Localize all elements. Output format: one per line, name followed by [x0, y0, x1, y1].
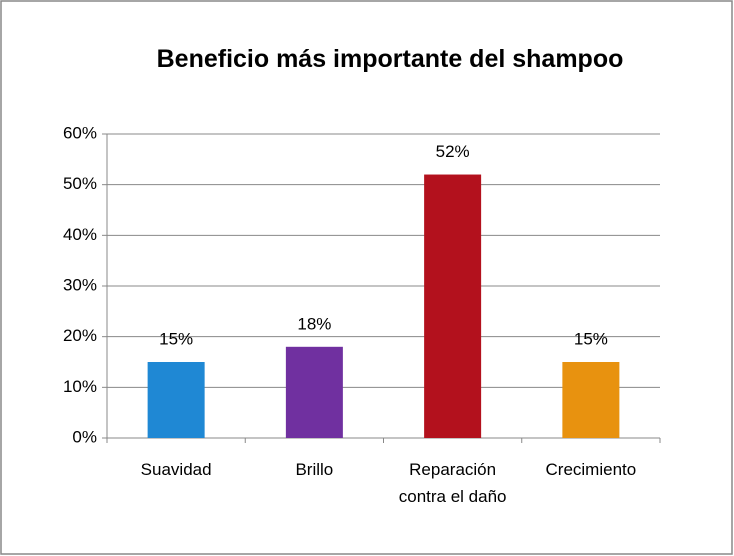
y-tick-label: 50% [63, 174, 97, 193]
bar [285, 346, 343, 438]
y-tick-label: 30% [63, 275, 97, 294]
data-label: 18% [297, 314, 331, 333]
x-tick-label: Reparación contra el daño [398, 460, 507, 506]
x-tick-label: Crecimiento [545, 460, 637, 479]
bar [147, 362, 205, 438]
chart-title: Beneficio más importante del shampoo [156, 45, 624, 73]
x-tick-label: Brillo [295, 460, 334, 479]
y-tick-label: 40% [63, 225, 97, 244]
y-tick-label: 10% [63, 377, 97, 396]
bar [562, 362, 620, 438]
bar [424, 174, 482, 439]
y-tick-label: 60% [63, 123, 97, 142]
data-label: 52% [436, 142, 470, 161]
x-tick-label: Suavidad [140, 460, 212, 479]
data-label: 15% [574, 329, 608, 348]
data-label: 15% [159, 329, 193, 348]
y-tick-label: 0% [72, 427, 97, 446]
y-tick-label: 20% [63, 326, 97, 345]
